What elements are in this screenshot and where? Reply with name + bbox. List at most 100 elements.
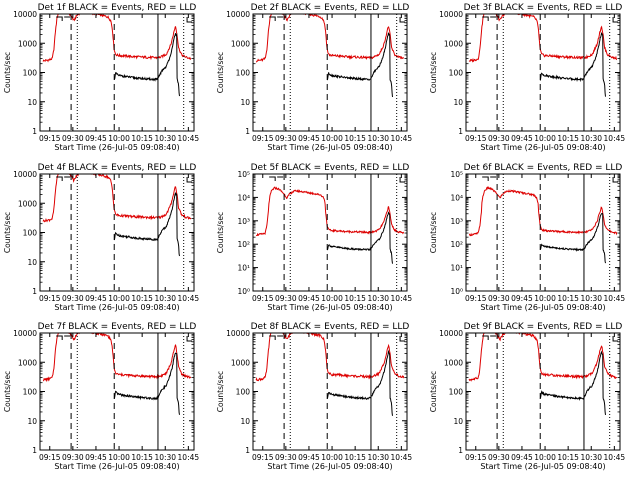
y-tick-label: 10000 xyxy=(13,10,37,19)
y-tick-label: 1 xyxy=(458,127,463,136)
x-tick-label: 10:30 xyxy=(367,134,389,143)
chart-title: Det 4f BLACK = Events, RED = LLD xyxy=(38,163,197,173)
y-tick-label: 10000 xyxy=(13,170,37,179)
x-axis-label: Start Time (26-Jul-05 09:08:40) xyxy=(54,143,179,152)
y-tick-label: 1 xyxy=(245,127,250,136)
y-tick-label: 10⁰ xyxy=(237,287,250,296)
x-tick-label: 09:45 xyxy=(298,453,320,462)
x-tick-label: 10:00 xyxy=(321,453,343,462)
x-tick-label: 10:30 xyxy=(154,134,176,143)
x-tick-label: 10:00 xyxy=(108,134,130,143)
x-tick-label: 10:15 xyxy=(344,294,366,303)
y-axis-label: Counts/sec xyxy=(216,371,225,412)
y-tick-label: 10 xyxy=(240,417,250,426)
plot-frame xyxy=(465,173,621,292)
x-tick-label: 10:15 xyxy=(131,453,153,462)
y-tick-label: 10 xyxy=(27,258,37,267)
x-tick-label: 10:30 xyxy=(580,134,602,143)
y-tick-label: 1000 xyxy=(444,358,463,367)
series-line-lld xyxy=(42,174,192,223)
x-tick-label: 10:00 xyxy=(534,134,556,143)
x-axis-label: Start Time (26-Jul-05 09:08:40) xyxy=(54,303,179,312)
y-tick-label: 10³ xyxy=(237,217,250,226)
chart-title: Det 1f BLACK = Events, RED = LLD xyxy=(38,3,197,13)
series-line-lld xyxy=(468,333,618,382)
y-axis-label: Counts/sec xyxy=(429,212,438,253)
y-tick-label: 1000 xyxy=(444,39,463,48)
y-tick-label: 10⁵ xyxy=(450,170,463,179)
x-tick-label: 09:45 xyxy=(511,294,533,303)
y-axis-label: Counts/sec xyxy=(3,212,12,253)
x-tick-label: 10:15 xyxy=(131,134,153,143)
series-line-events xyxy=(539,350,606,415)
y-tick-label: 100 xyxy=(23,229,38,238)
x-tick-label: 09:30 xyxy=(62,134,84,143)
x-tick-label: 09:30 xyxy=(275,294,297,303)
y-tick-label: 1 xyxy=(32,287,37,296)
series-line-lld xyxy=(468,14,618,63)
x-tick-label: 09:30 xyxy=(62,294,84,303)
y-tick-label: 10¹ xyxy=(450,264,463,273)
x-tick-label: 10:45 xyxy=(604,134,626,143)
y-tick-label: 100 xyxy=(449,388,464,397)
bracket-mark xyxy=(482,335,497,340)
x-tick-label: 10:00 xyxy=(321,134,343,143)
y-tick-label: 1 xyxy=(32,446,37,455)
y-axis-label: Counts/sec xyxy=(216,212,225,253)
y-tick-label: 10000 xyxy=(226,10,250,19)
x-tick-label: 10:15 xyxy=(557,134,579,143)
x-tick-label: 09:45 xyxy=(298,294,320,303)
y-tick-label: 1 xyxy=(245,446,250,455)
bracket-mark xyxy=(56,16,71,21)
chart-title: Det 3f BLACK = Events, RED = LLD xyxy=(464,3,623,13)
bracket-mark xyxy=(399,336,406,342)
plot-frame xyxy=(39,332,195,451)
y-tick-label: 1000 xyxy=(231,39,250,48)
x-tick-label: 10:30 xyxy=(154,294,176,303)
y-tick-label: 10⁴ xyxy=(237,193,250,202)
chart-title: Det 8f BLACK = Events, RED = LLD xyxy=(251,322,410,332)
series-line-events xyxy=(113,352,180,415)
chart-title: Det 7f BLACK = Events, RED = LLD xyxy=(38,322,197,332)
y-tick-label: 1000 xyxy=(18,199,37,208)
series-line-events xyxy=(326,349,393,416)
y-tick-label: 10⁰ xyxy=(450,287,463,296)
x-tick-label: 10:30 xyxy=(367,294,389,303)
x-tick-label: 10:15 xyxy=(557,294,579,303)
bracket-mark xyxy=(269,335,284,340)
x-tick-label: 09:15 xyxy=(39,294,61,303)
y-tick-label: 10² xyxy=(237,240,250,249)
x-tick-label: 09:45 xyxy=(85,134,107,143)
bracket-mark xyxy=(56,176,71,181)
x-tick-label: 10:30 xyxy=(367,453,389,462)
x-tick-label: 09:15 xyxy=(39,134,61,143)
series-line-events xyxy=(113,33,180,97)
x-tick-label: 10:45 xyxy=(178,134,200,143)
x-tick-label: 10:45 xyxy=(604,294,626,303)
chart-title: Det 6f BLACK = Events, RED = LLD xyxy=(464,163,623,173)
x-tick-label: 10:00 xyxy=(108,294,130,303)
y-tick-label: 10¹ xyxy=(237,264,250,273)
x-tick-label: 10:00 xyxy=(108,453,130,462)
y-tick-label: 100 xyxy=(23,69,38,78)
x-tick-label: 09:45 xyxy=(85,453,107,462)
series-line-lld xyxy=(255,333,405,382)
y-tick-label: 1000 xyxy=(18,358,37,367)
x-axis-label: Start Time (26-Jul-05 09:08:40) xyxy=(480,143,605,152)
x-axis-label: Start Time (26-Jul-05 09:08:40) xyxy=(54,462,179,471)
bracket-mark xyxy=(269,176,284,181)
series-line-lld xyxy=(43,333,192,383)
x-tick-label: 09:30 xyxy=(488,453,510,462)
x-tick-label: 09:15 xyxy=(465,134,487,143)
y-tick-label: 10² xyxy=(450,240,463,249)
series-line-events xyxy=(539,213,606,264)
y-tick-label: 10000 xyxy=(13,329,37,338)
x-axis-label: Start Time (26-Jul-05 09:08:40) xyxy=(267,303,392,312)
x-tick-label: 10:15 xyxy=(557,453,579,462)
y-tick-label: 10000 xyxy=(439,329,463,338)
x-tick-label: 10:45 xyxy=(178,294,200,303)
